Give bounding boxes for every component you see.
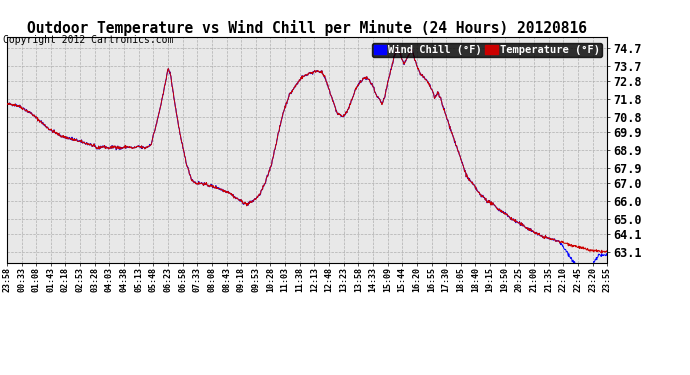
Title: Outdoor Temperature vs Wind Chill per Minute (24 Hours) 20120816: Outdoor Temperature vs Wind Chill per Mi… xyxy=(27,20,587,36)
Text: Copyright 2012 Cartronics.com: Copyright 2012 Cartronics.com xyxy=(3,35,174,45)
Legend: Wind Chill (°F), Temperature (°F): Wind Chill (°F), Temperature (°F) xyxy=(372,43,602,57)
